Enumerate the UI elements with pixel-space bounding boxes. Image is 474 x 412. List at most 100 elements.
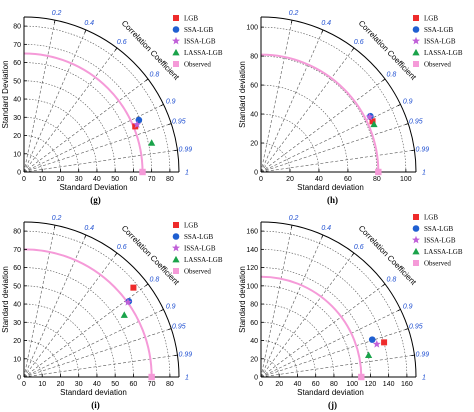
- y-tick-label: 50: [13, 78, 21, 85]
- corr-tick-label: 0.2: [52, 10, 62, 17]
- legend-label: LASSA-LGB: [424, 49, 463, 57]
- x-tick-label: 0: [22, 381, 26, 388]
- corr-grid-line: [260, 252, 355, 378]
- corr-tick: [54, 225, 56, 229]
- corr-tick: [168, 123, 172, 125]
- y-tick-label: 40: [250, 338, 258, 345]
- corr-grid-line: [260, 20, 293, 173]
- std-grid-arc: [260, 249, 389, 378]
- y-axis-title: Standard deviation: [238, 61, 247, 128]
- legend-label: SSA-LGB: [184, 26, 214, 34]
- legend-label: LGB: [424, 15, 438, 23]
- corr-tick-label: 0.6: [117, 39, 127, 46]
- legend-label: ISSA-LGB: [424, 38, 456, 46]
- std-grid-arc: [23, 25, 171, 173]
- corr-tick: [54, 20, 56, 24]
- std-grid-arc: [23, 153, 43, 173]
- x-tick-label: 10: [38, 381, 46, 388]
- x-tick-label: 0: [22, 176, 26, 183]
- x-tick-label: 0: [259, 381, 263, 388]
- legend-label: Observed: [424, 260, 451, 268]
- y-axis-title: Standard Deviation: [1, 60, 10, 128]
- x-axis-title: Standard deviation: [297, 183, 364, 192]
- legend-marker-issa-lgb: [412, 36, 420, 45]
- x-tick-label: 10: [38, 176, 46, 183]
- std-grid-arc: [23, 321, 80, 378]
- std-grid-arc: [23, 98, 98, 173]
- panel-label: (i): [91, 400, 100, 410]
- corr-tick-label: 0.4: [84, 225, 94, 232]
- std-grid-arc: [23, 285, 116, 378]
- y-tick-label: 0: [254, 375, 258, 382]
- corr-tick-label: 0.6: [354, 244, 364, 251]
- x-tick-label: 20: [57, 381, 65, 388]
- data-point-observed: [148, 373, 155, 381]
- corr-grid-line: [23, 47, 118, 173]
- y-tick-label: 40: [250, 112, 258, 119]
- corr-grid-line: [260, 225, 293, 378]
- corr-tick-label: 0.95: [409, 119, 423, 126]
- x-tick-label: 80: [166, 381, 174, 388]
- y-tick-label: 80: [250, 54, 258, 61]
- corr-tick: [397, 104, 401, 107]
- y-tick-label: 60: [250, 320, 258, 327]
- std-grid-arc: [23, 44, 152, 173]
- legend-marker-observed: [413, 61, 419, 67]
- taylor-panel-h: 0.20.40.60.80.90.950.9910020204040606080…: [238, 10, 463, 205]
- corr-tick-label: 0.8: [150, 277, 160, 284]
- data-point-lgb: [381, 339, 388, 346]
- legend-marker-ssa-lgb: [412, 26, 420, 33]
- corr-tick: [84, 29, 87, 33]
- taylor-panel-j: 0.20.40.60.80.90.950.9910020204040606080…: [238, 214, 463, 411]
- corr-tick: [145, 283, 149, 287]
- std-grid-arc: [260, 358, 280, 378]
- y-tick-label: 60: [13, 265, 21, 272]
- corr-grid-line: [23, 20, 56, 173]
- data-point-ssa-lgb: [368, 336, 376, 343]
- legend-marker-ssa-lgb: [412, 225, 420, 232]
- y-tick-label: 140: [246, 247, 258, 254]
- legend-label: SSA-LGB: [424, 26, 454, 34]
- legend-marker-lgb: [413, 15, 419, 21]
- x-tick-label: 50: [111, 381, 119, 388]
- std-grid-arc: [260, 55, 378, 173]
- y-tick-label: 0: [17, 170, 21, 177]
- corr-tick: [321, 234, 324, 238]
- corr-grid-line: [260, 283, 386, 378]
- outer-arc: [260, 16, 417, 173]
- legend-marker-lassa-lgb: [172, 255, 180, 263]
- legend-label: LASSA-LGB: [424, 248, 463, 256]
- x-tick-label: 60: [130, 176, 138, 183]
- x-tick-label: 50: [111, 176, 119, 183]
- legend-label: ISSA-LGB: [184, 38, 216, 46]
- y-tick-label: 100: [246, 25, 258, 32]
- std-grid-arc: [23, 116, 80, 173]
- y-tick-label: 40: [13, 302, 21, 309]
- std-grid-arc: [23, 340, 61, 378]
- y-axis-title: Standard deviation: [1, 266, 10, 333]
- x-tick-label: 30: [75, 381, 83, 388]
- legend-marker-lassa-lgb: [172, 48, 180, 56]
- corr-grid-line: [23, 252, 118, 378]
- corr-grid-line: [260, 78, 386, 173]
- corr-tick: [382, 283, 386, 287]
- std-grid-arc: [23, 358, 43, 378]
- std-grid-arc: [260, 321, 317, 378]
- corr-grid-line: [23, 29, 87, 173]
- y-tick-label: 20: [250, 141, 258, 148]
- corr-tick-label: 0.95: [172, 324, 186, 331]
- x-tick-label: 70: [148, 381, 156, 388]
- data-point-lgb: [130, 284, 137, 291]
- legend-marker-issa-lgb: [172, 243, 180, 252]
- data-point-lgb: [369, 118, 376, 125]
- y-tick-label: 0: [17, 375, 21, 382]
- std-grid-arc: [260, 84, 349, 173]
- data-point-issa-lgb: [123, 298, 132, 306]
- corr-tick-label: 0.99: [416, 352, 430, 359]
- x-tick-label: 40: [93, 176, 101, 183]
- corr-tick: [114, 252, 118, 256]
- panel-label: (h): [327, 195, 338, 205]
- corr-grid-line: [260, 149, 415, 173]
- panel-label: (g): [90, 195, 101, 205]
- corr-tick-label: 0.99: [179, 147, 193, 154]
